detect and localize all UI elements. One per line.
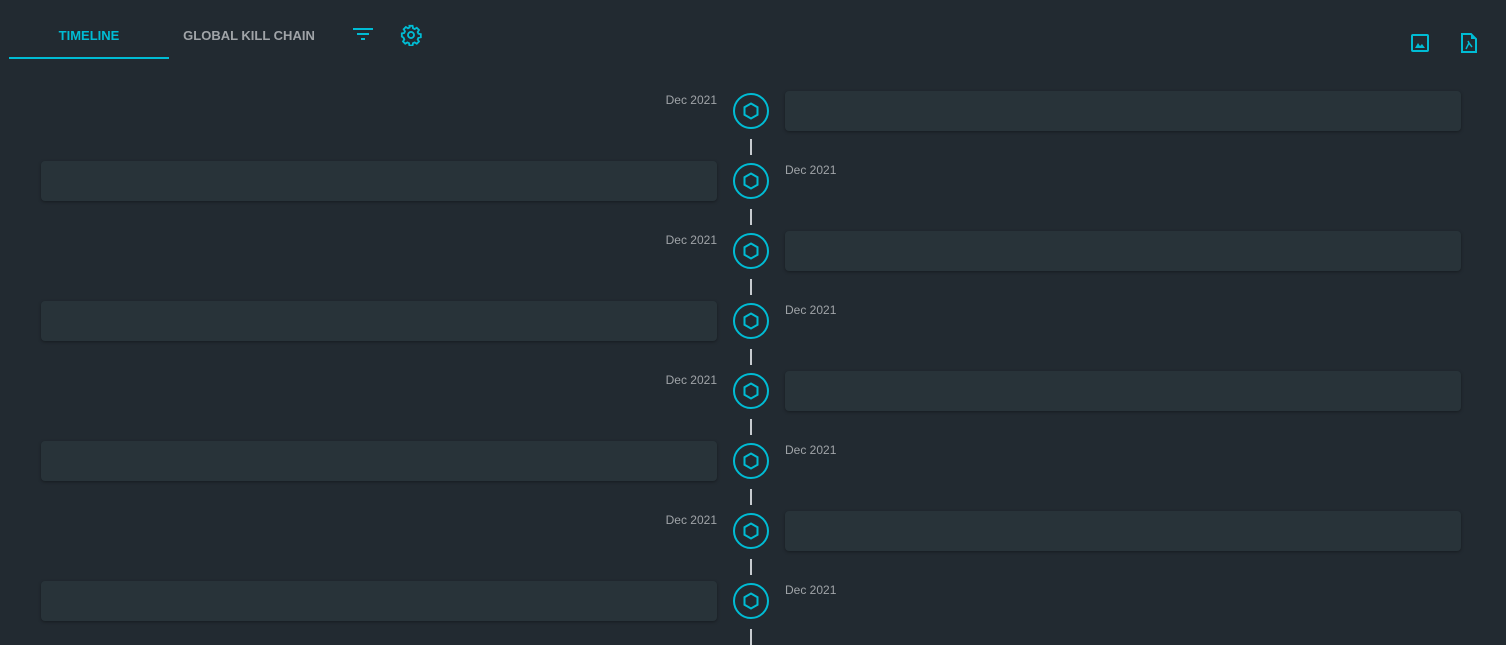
- timeline-card[interactable]: [41, 581, 717, 621]
- timeline-connector: [750, 209, 752, 225]
- timeline-date: Dec 2021: [785, 583, 837, 597]
- timeline-date: Dec 2021: [665, 93, 717, 107]
- timeline-node: [733, 373, 769, 409]
- timeline-date: Dec 2021: [665, 373, 717, 387]
- hexagon-icon: [743, 592, 759, 610]
- hexagon-icon: [743, 312, 759, 330]
- timeline-node: [733, 93, 769, 129]
- timeline-connector: [750, 279, 752, 295]
- timeline-connector: [750, 559, 752, 575]
- timeline-card[interactable]: [785, 231, 1461, 271]
- timeline-connector: [750, 419, 752, 435]
- hexagon-icon: [743, 382, 759, 400]
- timeline-date: Dec 2021: [785, 163, 837, 177]
- hexagon-icon: [743, 102, 759, 120]
- hexagon-icon: [743, 242, 759, 260]
- timeline-connector: [750, 629, 752, 645]
- timeline-card[interactable]: [785, 371, 1461, 411]
- timeline-node: [733, 163, 769, 199]
- tab-timeline[interactable]: TIMELINE: [9, 14, 169, 59]
- timeline-node: [733, 513, 769, 549]
- settings-icon[interactable]: [400, 24, 422, 51]
- timeline-node: [733, 303, 769, 339]
- timeline-card[interactable]: [41, 301, 717, 341]
- timeline-card[interactable]: [41, 161, 717, 201]
- export-pdf-icon[interactable]: [1459, 32, 1479, 59]
- hexagon-icon: [743, 452, 759, 470]
- tab-bar: TIMELINE GLOBAL KILL CHAIN: [9, 14, 329, 59]
- timeline-card[interactable]: [785, 91, 1461, 131]
- timeline-node: [733, 233, 769, 269]
- timeline-date: Dec 2021: [665, 233, 717, 247]
- timeline-connector: [750, 349, 752, 365]
- timeline-card[interactable]: [41, 441, 717, 481]
- timeline-card[interactable]: [785, 511, 1461, 551]
- hexagon-icon: [743, 522, 759, 540]
- timeline-node: [733, 583, 769, 619]
- timeline-date: Dec 2021: [785, 303, 837, 317]
- timeline-connector: [750, 489, 752, 505]
- timeline-node: [733, 443, 769, 479]
- hexagon-icon: [743, 172, 759, 190]
- timeline-connector: [750, 139, 752, 155]
- filter-icon[interactable]: [352, 24, 374, 49]
- export-image-icon[interactable]: [1410, 33, 1430, 58]
- timeline-date: Dec 2021: [665, 513, 717, 527]
- tab-global-kill-chain[interactable]: GLOBAL KILL CHAIN: [183, 28, 315, 43]
- timeline-date: Dec 2021: [785, 443, 837, 457]
